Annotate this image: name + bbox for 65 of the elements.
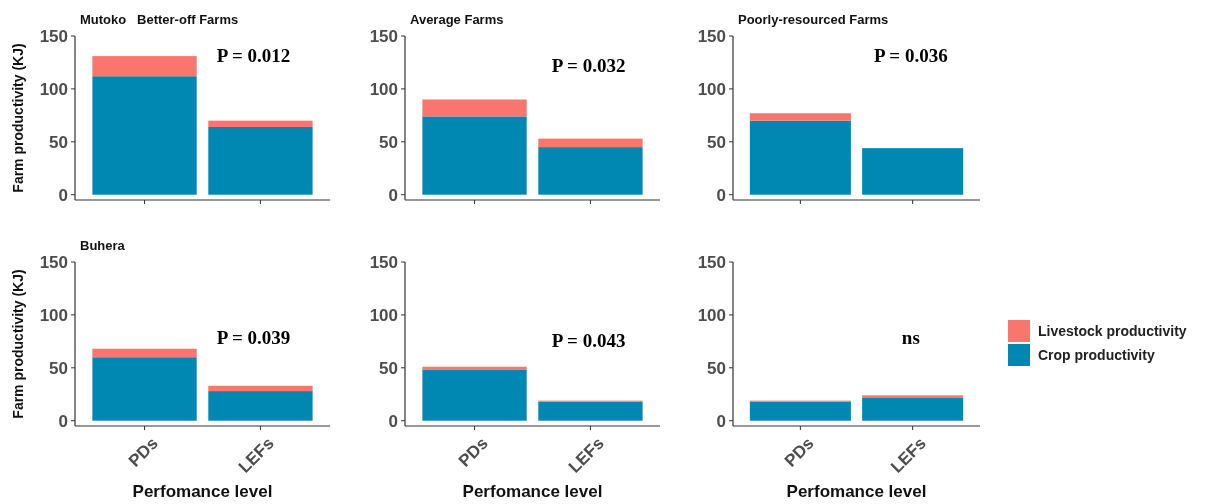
bar bbox=[538, 401, 643, 421]
y-tick-label: 150 bbox=[39, 252, 68, 272]
legend-label: Livestock productivity bbox=[1038, 322, 1187, 339]
bar bbox=[422, 366, 527, 370]
chart-title: Poorly-resourced Farms bbox=[738, 12, 889, 27]
bar bbox=[422, 369, 527, 421]
bar bbox=[862, 397, 964, 421]
y-axis-title: Farm productivity (KJ) bbox=[10, 43, 26, 193]
bar bbox=[862, 148, 964, 195]
y-tick-label: 100 bbox=[39, 79, 68, 99]
bar bbox=[92, 76, 197, 195]
x-axis-title: Perfomance level bbox=[462, 482, 603, 501]
x-axis-title: Perfomance level bbox=[132, 482, 273, 501]
y-tick-label: 50 bbox=[49, 132, 68, 152]
y-tick-label: 0 bbox=[716, 411, 726, 431]
bar bbox=[749, 113, 851, 121]
annotation: P = 0.043 bbox=[551, 330, 626, 352]
bar bbox=[208, 391, 313, 421]
y-tick-label: 100 bbox=[369, 305, 398, 325]
legend-label: Crop productivity bbox=[1038, 346, 1155, 363]
annotation: P = 0.036 bbox=[874, 45, 948, 67]
y-tick-label: 50 bbox=[707, 132, 726, 152]
y-axis-title: Farm productivity (KJ) bbox=[10, 269, 26, 419]
annotation: P = 0.039 bbox=[216, 327, 291, 349]
bar bbox=[749, 120, 851, 195]
annotation: ns bbox=[901, 327, 920, 349]
annotation: P = 0.012 bbox=[216, 45, 291, 67]
y-tick-label: 150 bbox=[369, 26, 398, 46]
x-tick-label: PDs bbox=[780, 433, 818, 471]
chart-title: Mutoko Better-off Farms bbox=[80, 12, 239, 27]
bar bbox=[538, 138, 643, 148]
bar bbox=[208, 126, 313, 195]
y-tick-label: 0 bbox=[58, 185, 68, 205]
y-tick-label: 150 bbox=[697, 252, 726, 272]
bar bbox=[92, 357, 197, 421]
bar bbox=[208, 385, 313, 392]
bar bbox=[92, 348, 197, 358]
y-tick-label: 0 bbox=[716, 185, 726, 205]
bar bbox=[422, 116, 527, 195]
y-tick-label: 100 bbox=[39, 305, 68, 325]
chart-title: Average Farms bbox=[410, 12, 504, 27]
y-tick-label: 0 bbox=[388, 185, 398, 205]
y-tick-label: 100 bbox=[697, 79, 726, 99]
x-tick-label: PDs bbox=[454, 433, 492, 471]
bar bbox=[538, 147, 643, 195]
y-tick-label: 100 bbox=[697, 305, 726, 325]
bar bbox=[92, 56, 197, 77]
y-tick-label: 0 bbox=[58, 411, 68, 431]
y-tick-label: 50 bbox=[49, 358, 68, 378]
y-tick-label: 50 bbox=[379, 358, 398, 378]
bar bbox=[422, 99, 527, 117]
annotation: P = 0.032 bbox=[551, 55, 626, 77]
bar bbox=[862, 395, 964, 398]
x-tick-label: PDs bbox=[124, 433, 162, 471]
bar bbox=[208, 120, 313, 127]
y-tick-label: 50 bbox=[379, 132, 398, 152]
y-tick-label: 150 bbox=[697, 26, 726, 46]
chart-title: Buhera bbox=[80, 238, 126, 253]
y-tick-label: 100 bbox=[369, 79, 398, 99]
y-tick-label: 0 bbox=[388, 411, 398, 431]
y-tick-label: 150 bbox=[39, 26, 68, 46]
y-tick-label: 50 bbox=[707, 358, 726, 378]
bar bbox=[749, 401, 851, 421]
x-axis-title: Perfomance level bbox=[786, 482, 927, 501]
y-tick-label: 150 bbox=[369, 252, 398, 272]
